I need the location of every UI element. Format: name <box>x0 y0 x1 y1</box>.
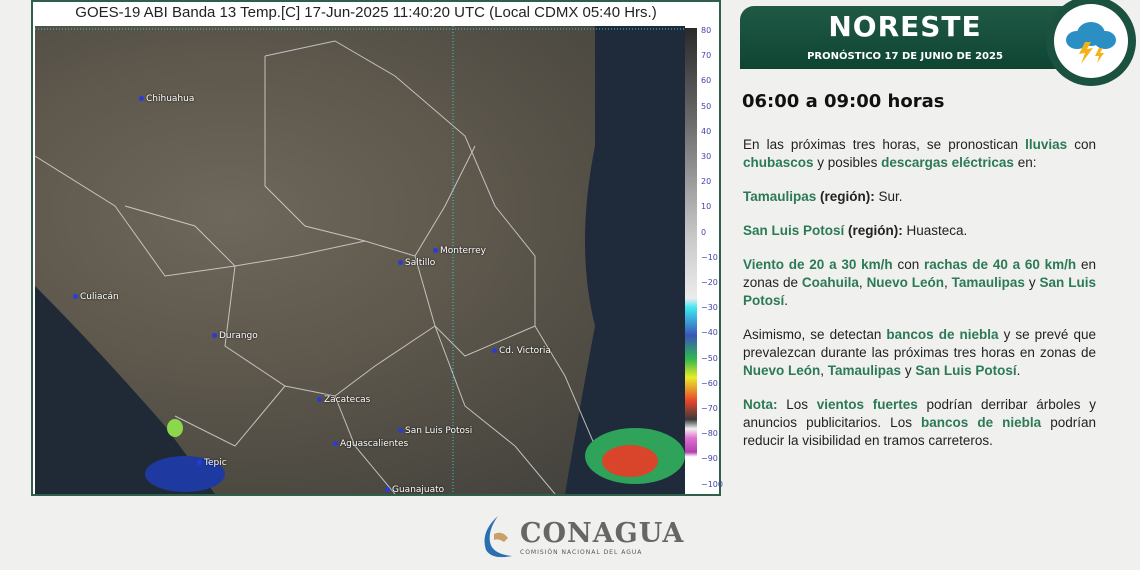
map-borders <box>35 26 685 494</box>
city-label: Cd. Victoria <box>492 346 551 356</box>
text-segment: Sur. <box>874 189 903 204</box>
weather-badge <box>1046 0 1136 86</box>
highlight-text: Tamaulipas <box>743 189 817 204</box>
satellite-image: GOES-19 ABI Banda 13 Temp.[C] 17-Jun-202… <box>31 0 723 496</box>
colorbar-tick-label: 80 <box>701 26 712 35</box>
highlight-text: Nuevo León <box>743 363 821 378</box>
city-label: Tepic <box>197 458 227 468</box>
colorbar-tick-label: −80 <box>701 429 718 439</box>
colorbar-tick-label: −40 <box>701 328 718 338</box>
conagua-logo: CONAGUA COMISIÓN NACIONAL DEL AGUA <box>478 514 684 560</box>
colorbar-tick-label: −70 <box>701 404 718 413</box>
colorbar-tick-label: 30 <box>701 152 712 161</box>
forecast-text: En las próximas tres horas, se pronostic… <box>743 136 1096 466</box>
conagua-wave-icon <box>484 516 512 558</box>
time-range: 06:00 a 09:00 horas <box>742 91 945 112</box>
forecast-date: PRONÓSTICO 17 DE JUNIO DE 2025 <box>807 51 1003 62</box>
colorbar-tick-label: −60 <box>701 378 718 388</box>
text-segment: con <box>892 257 924 272</box>
highlight-text: rachas de 40 a 60 km/h <box>923 257 1077 272</box>
text-segment: y <box>1024 275 1040 290</box>
highlight-text: bancos de niebla <box>886 327 999 342</box>
satellite-title: GOES-19 ABI Banda 13 Temp.[C] 17-Jun-202… <box>75 4 657 21</box>
paragraph-note: Nota: Los vientos fuertes podrían derrib… <box>743 396 1096 450</box>
colorbar-tick-label: 10 <box>701 202 712 212</box>
paragraph-tamaulipas: Tamaulipas (región): Sur. <box>743 188 1096 206</box>
text-segment: (región): <box>844 223 903 238</box>
text-segment: . <box>1016 363 1021 378</box>
city-label: Monterrey <box>433 246 486 256</box>
colorbar-tick-label: 50 <box>701 101 712 111</box>
text-segment: , <box>943 275 952 290</box>
text-segment: y <box>901 363 916 378</box>
highlight-text: Nuevo León <box>866 275 944 290</box>
text-segment: Los <box>777 397 817 412</box>
text-segment: . <box>784 293 789 308</box>
text-segment: (región): <box>816 189 875 204</box>
text-segment: con <box>1067 137 1096 152</box>
region-title: NORESTE <box>828 10 982 43</box>
highlight-text: Coahuila <box>801 275 859 290</box>
text-segment: , <box>858 275 867 290</box>
highlight-text: vientos fuertes <box>816 397 918 412</box>
logo-text: CONAGUA <box>520 518 685 549</box>
highlight-text: San Luis Potosí <box>915 363 1017 378</box>
colorbar-tick-label: −100 <box>701 479 723 489</box>
gulf-of-mexico <box>565 26 685 494</box>
text-segment: en: <box>1013 155 1037 170</box>
colorbar-tick-label: −30 <box>701 303 718 313</box>
text-segment: Asimismo, se detectan <box>743 327 887 342</box>
highlight-text: Tamaulipas <box>827 363 902 378</box>
city-label: Guanajuato <box>385 485 444 494</box>
highlight-text: lluvias <box>1025 137 1068 152</box>
colorbar-tick-label: −90 <box>701 454 718 464</box>
colorbar-tick-label: −50 <box>701 353 718 363</box>
city-label: San Luis Potosi <box>398 426 472 436</box>
satellite-map: Chihuahua Culiacán Durango Saltillo Mont… <box>35 26 685 494</box>
highlight-text: bancos de niebla <box>921 415 1042 430</box>
colorbar-tick-label: −20 <box>701 278 718 287</box>
paragraph-wind: Viento de 20 a 30 km/h con rachas de 40 … <box>743 256 1096 310</box>
city-label: Aguascalientes <box>333 439 408 449</box>
colorbar-tick-label: −10 <box>701 252 718 262</box>
text-segment: Huasteca. <box>902 223 968 238</box>
highlight-text: Tamaulipas <box>951 275 1025 290</box>
highlight-text: Viento de 20 a 30 km/h <box>743 257 893 272</box>
colorbar-tick-label: 40 <box>701 126 712 136</box>
city-label: Zacatecas <box>317 395 370 405</box>
region-banner: NORESTE PRONÓSTICO 17 DE JUNIO DE 2025 <box>740 6 1070 69</box>
logo-subtitle: COMISIÓN NACIONAL DEL AGUA <box>520 549 643 556</box>
paragraph-slp: San Luis Potosí (región): Huasteca. <box>743 222 1096 240</box>
city-label: Culiacán <box>73 292 119 302</box>
highlight-text: descargas eléctricas <box>881 155 1014 170</box>
highlight-text: chubascos <box>743 155 814 170</box>
highlight-text: San Luis Potosí <box>743 275 1096 308</box>
city-label: Chihuahua <box>139 94 194 104</box>
paragraph-fog: Asimismo, se detectan bancos de niebla y… <box>743 326 1096 380</box>
city-label: Durango <box>212 331 258 341</box>
highlight-text: Nota: <box>743 397 778 412</box>
text-segment: podrían reducir la visibilidad en tramos… <box>743 415 1096 448</box>
text-segment: En las próximas tres horas, se pronostic… <box>743 137 1026 152</box>
text-segment: , <box>820 363 828 378</box>
text-segment: podrían derribar árboles y anuncios publ… <box>743 397 1096 430</box>
colorbar-tick-label: 70 <box>701 51 712 61</box>
pacific-ocean <box>35 286 215 494</box>
colorbar-tick-label: 20 <box>701 177 712 187</box>
paragraph-rain: En las próximas tres horas, se pronostic… <box>743 136 1096 172</box>
colorbar-tick-label: 60 <box>701 76 712 86</box>
city-label: Saltillo <box>398 258 435 268</box>
text-segment: y posibles <box>813 155 882 170</box>
temperature-colorbar <box>685 28 697 494</box>
text-segment: en zonas de <box>743 257 1096 290</box>
forecast-panel: NORESTE PRONÓSTICO 17 DE JUNIO DE 2025 0… <box>738 0 1140 496</box>
storm-cloud-lightning-icon <box>1066 22 1116 64</box>
text-segment: y se prevé que prevalezcan durante las p… <box>743 327 1096 360</box>
colorbar-tick-label: 0 <box>701 227 707 237</box>
highlight-text: San Luis Potosí <box>743 223 845 238</box>
